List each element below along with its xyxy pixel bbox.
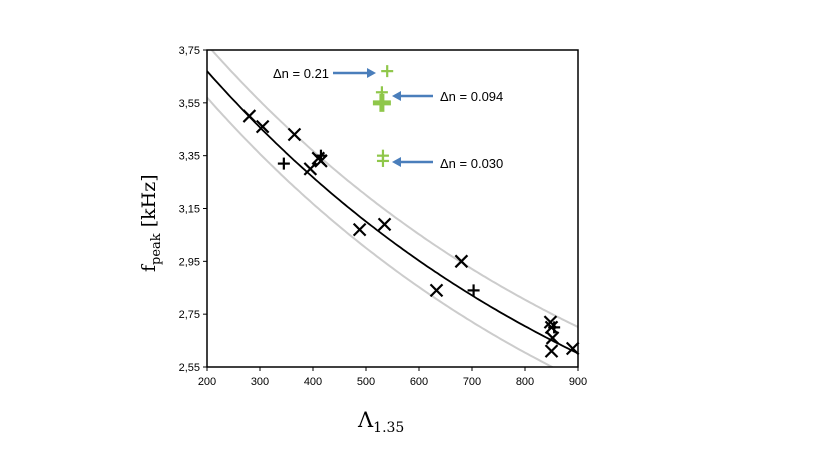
y-axis-title: fpeak [kHz] — [138, 174, 164, 272]
x-marker — [352, 222, 367, 237]
arrow-head — [392, 157, 401, 167]
x-marker — [303, 162, 318, 176]
annotation-dn-021: Δn = 0.21 — [273, 66, 329, 81]
x-marker — [429, 283, 444, 298]
y-tick-label: 3,15 — [179, 204, 200, 216]
x-tick-label: 500 — [357, 376, 375, 388]
axis-ticks: 200 300 400 500 600 700 800 900 2,55 2,75 2,95 3,15… — [179, 45, 588, 388]
y-axis-subscript: peak — [149, 233, 164, 265]
arrow-head — [392, 91, 401, 101]
green-plus-marker — [372, 93, 391, 112]
x-marker-stroke — [544, 344, 559, 358]
x-marker-stroke — [287, 127, 302, 142]
x-tick-label: 200 — [198, 376, 216, 388]
x-tick-label: 600 — [410, 376, 428, 388]
x-marker — [255, 119, 270, 134]
x-axis-title: Λ1.35 — [357, 408, 404, 436]
x-tick-label: 300 — [251, 376, 269, 388]
data-points — [242, 65, 580, 358]
x-marker-stroke — [242, 109, 257, 123]
x-tick-label: 800 — [516, 376, 534, 388]
y-tick-label: 3,55 — [179, 98, 200, 110]
arrow-dn-021 — [333, 68, 376, 78]
x-marker-stroke — [303, 162, 318, 176]
x-tick-label: 400 — [304, 376, 322, 388]
x-marker — [242, 109, 257, 123]
x-marker-stroke — [429, 283, 444, 298]
y-tick-label: 2,55 — [179, 362, 200, 374]
x-marker-stroke — [352, 222, 367, 237]
x-axis-symbol: Λ — [357, 408, 374, 432]
annotation-arrows — [333, 68, 433, 167]
y-tick-label: 2,75 — [179, 309, 200, 321]
annotation-dn-0094: Δn = 0.094 — [440, 89, 503, 104]
x-tick-label: 700 — [463, 376, 481, 388]
confidence-bands — [207, 50, 578, 367]
green-plus-marker — [376, 154, 389, 167]
x-tick-label: 900 — [569, 376, 587, 388]
x-marker — [544, 344, 559, 358]
y-tick-label: 3,75 — [179, 45, 200, 57]
y-axis-unit: [kHz] — [138, 174, 160, 227]
fit-curve — [207, 70, 578, 355]
x-marker — [287, 127, 302, 142]
plus-marker — [467, 284, 480, 297]
x-marker-stroke — [377, 217, 392, 232]
x-marker-stroke — [565, 341, 580, 356]
x-marker — [545, 331, 560, 345]
x-marker-stroke — [543, 315, 558, 329]
plus-marker — [548, 321, 561, 334]
lower-band-line — [207, 96, 555, 367]
x-marker — [454, 254, 469, 269]
arrow-head — [367, 68, 376, 78]
y-tick-label: 2,95 — [179, 256, 200, 268]
plus-marker — [314, 149, 327, 162]
annotation-dn-0030: Δn = 0.030 — [440, 156, 503, 171]
arrow-dn-0094 — [392, 91, 433, 101]
green-plus-marker — [381, 65, 394, 78]
plot-frame — [206, 49, 579, 368]
x-marker-stroke — [454, 254, 469, 269]
arrow-dn-0030 — [392, 157, 433, 167]
x-marker — [377, 217, 392, 232]
upper-band-line — [210, 50, 578, 328]
y-axis-symbol: f — [138, 263, 160, 272]
x-marker — [565, 341, 580, 356]
x-axis-subscript: 1.35 — [373, 420, 404, 436]
x-marker-stroke — [545, 331, 560, 345]
plus-marker — [277, 157, 290, 170]
y-tick-label: 3,35 — [179, 151, 200, 163]
x-marker-stroke — [255, 119, 270, 134]
